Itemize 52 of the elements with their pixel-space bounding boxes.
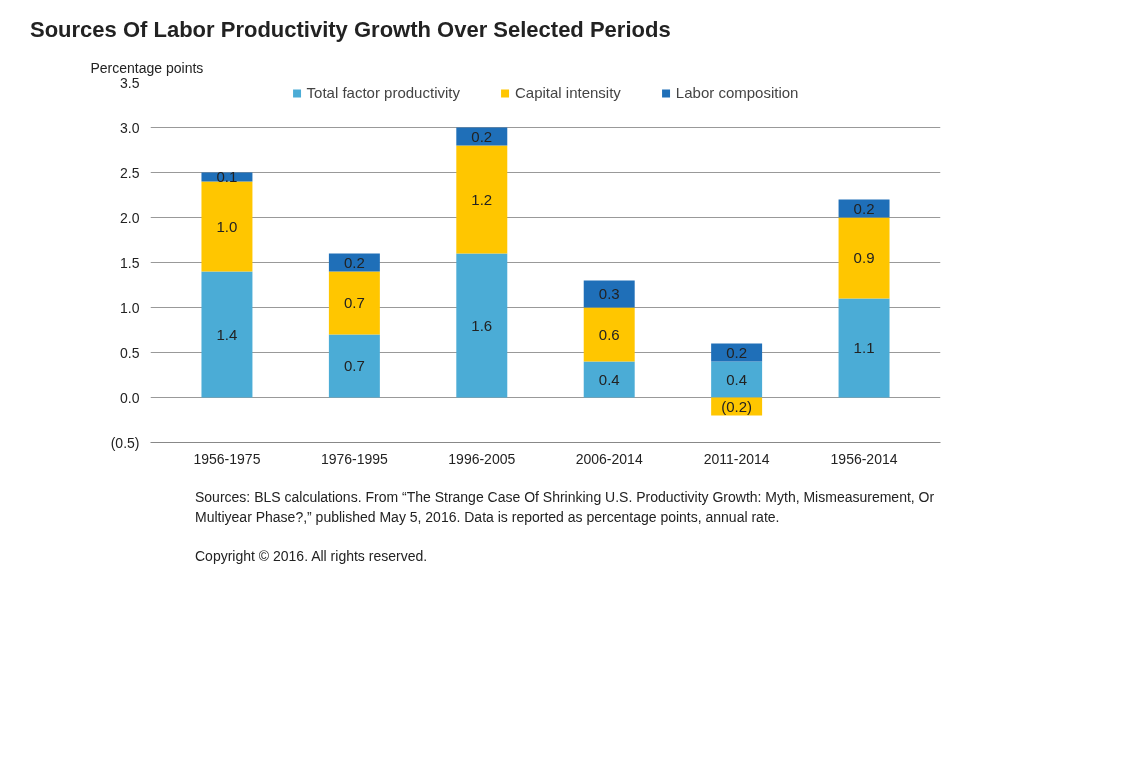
data-label: 0.2 xyxy=(853,199,875,217)
x-tick-label: 1956-1975 xyxy=(193,450,261,467)
data-label: 0.1 xyxy=(216,168,238,186)
bar xyxy=(328,334,380,398)
data-label: 1.1 xyxy=(853,339,875,357)
bar xyxy=(838,217,890,299)
text: Copyright © 2016. All rights reserved. xyxy=(195,547,428,567)
data-label: 1.4 xyxy=(216,325,238,343)
x-tick-label: 1996-2005 xyxy=(448,450,516,467)
y-tick-label: 2.5 xyxy=(120,164,140,181)
bar xyxy=(583,280,635,308)
chart-title: Sources Of Labor Productivity Growth Over Selected Periods xyxy=(30,16,671,44)
data-label: 0.3 xyxy=(598,285,620,303)
data-label: 0.7 xyxy=(343,357,365,375)
bar xyxy=(328,271,380,335)
bar xyxy=(583,307,635,362)
bar xyxy=(201,271,253,398)
y-tick-label: 3.0 xyxy=(120,119,140,136)
y-tick-label: 1.5 xyxy=(120,254,140,271)
bar xyxy=(583,361,635,398)
y-tick-label: 3.5 xyxy=(120,74,140,91)
data-label: (0.2) xyxy=(721,398,753,416)
x-tick-label: 2011-2014 xyxy=(703,450,770,467)
y-tick-label: 0.0 xyxy=(120,389,140,406)
bar xyxy=(838,298,890,398)
x-tick-label: 1976-1995 xyxy=(320,450,389,467)
data-label: 0.7 xyxy=(343,294,365,312)
source-note: Sources: BLS calculations. From “The Strange Case Of Shrinking U.S. Productivity Growth: Myth, Mismeasurement, Or Multiyear Phase?,” published May 5, 2016. Data is reported as percentage points, annual rate. xyxy=(195,488,936,528)
data-label: 0.2 xyxy=(726,343,748,361)
legend-label: Total factor productivity xyxy=(306,84,460,102)
bar xyxy=(711,361,763,398)
y-axis-title: Percentage points xyxy=(90,59,204,76)
data-label: 0.2 xyxy=(471,127,493,145)
data-label: 0.6 xyxy=(598,325,620,343)
data-label: 1.2 xyxy=(471,190,493,208)
bar xyxy=(201,181,253,272)
legend-label: Labor composition xyxy=(675,84,799,102)
bar xyxy=(456,145,508,254)
x-tick-label: 2006-2014 xyxy=(575,450,643,467)
y-tick-label: 1.0 xyxy=(120,299,140,316)
data-label: 0.4 xyxy=(598,370,620,388)
x-tick-label: 1956-2014 xyxy=(830,450,898,467)
data-label: 1.0 xyxy=(216,217,238,235)
legend-label: Capital intensity xyxy=(514,84,621,102)
data-label: 0.9 xyxy=(853,249,875,267)
data-label: 0.2 xyxy=(343,253,365,271)
y-tick-label: 0.5 xyxy=(120,344,140,361)
y-tick-label: 2.0 xyxy=(120,209,140,226)
data-label: 1.6 xyxy=(471,316,493,334)
y-tick-label: (0.5) xyxy=(110,434,140,451)
bar xyxy=(456,253,508,398)
data-label: 0.4 xyxy=(726,370,748,388)
